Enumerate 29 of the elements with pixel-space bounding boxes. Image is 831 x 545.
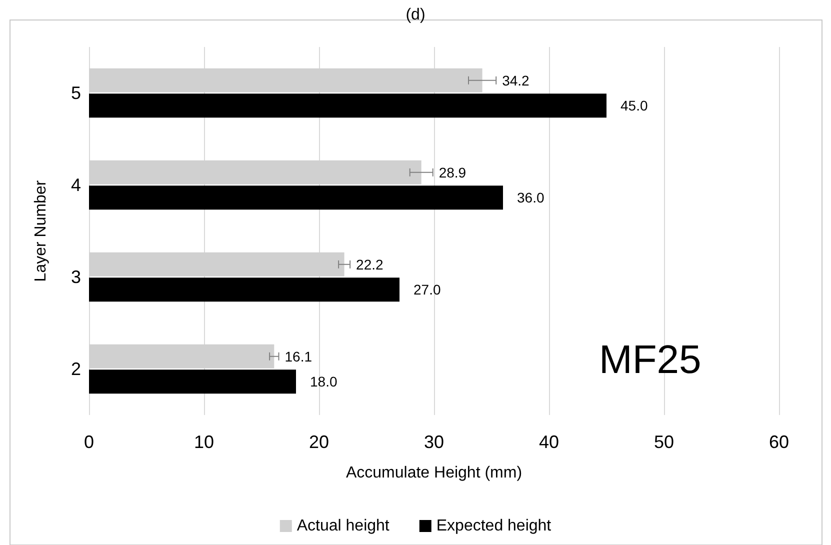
bar xyxy=(89,94,606,118)
y-tick-label: 2 xyxy=(70,359,81,379)
legend-label: Actual height xyxy=(296,518,390,534)
x-tick-label: 40 xyxy=(538,432,560,452)
data-label: 28.9 xyxy=(438,164,466,180)
bar xyxy=(89,186,503,210)
x-tick-label: 30 xyxy=(424,432,444,452)
x-tick-label: 50 xyxy=(654,432,674,452)
data-label: 34.2 xyxy=(502,72,530,88)
x-tick-label: 10 xyxy=(194,432,214,452)
bar xyxy=(89,370,296,394)
data-label: 36.0 xyxy=(517,190,544,206)
data-label: 18.0 xyxy=(310,374,338,390)
data-label: 45.0 xyxy=(620,98,648,114)
data-label: 27.0 xyxy=(414,282,441,298)
bar xyxy=(89,278,400,302)
x-tick-label: 60 xyxy=(768,432,790,452)
y-axis-title: Layer Number xyxy=(32,180,50,282)
chart-title: (d) xyxy=(406,6,426,24)
y-tick-label: 4 xyxy=(70,175,81,195)
y-tick-label: 3 xyxy=(70,267,81,287)
data-label: 22.2 xyxy=(356,256,384,272)
data-label: 16.1 xyxy=(284,348,312,364)
annotation: MF25 xyxy=(599,338,702,382)
y-tick-label: 5 xyxy=(70,83,81,103)
legend-label: Expected height xyxy=(436,518,552,534)
x-axis-title: Accumulate Height (mm) xyxy=(346,464,522,482)
x-tick-label: 0 xyxy=(84,432,94,452)
x-tick-label: 20 xyxy=(308,432,330,452)
